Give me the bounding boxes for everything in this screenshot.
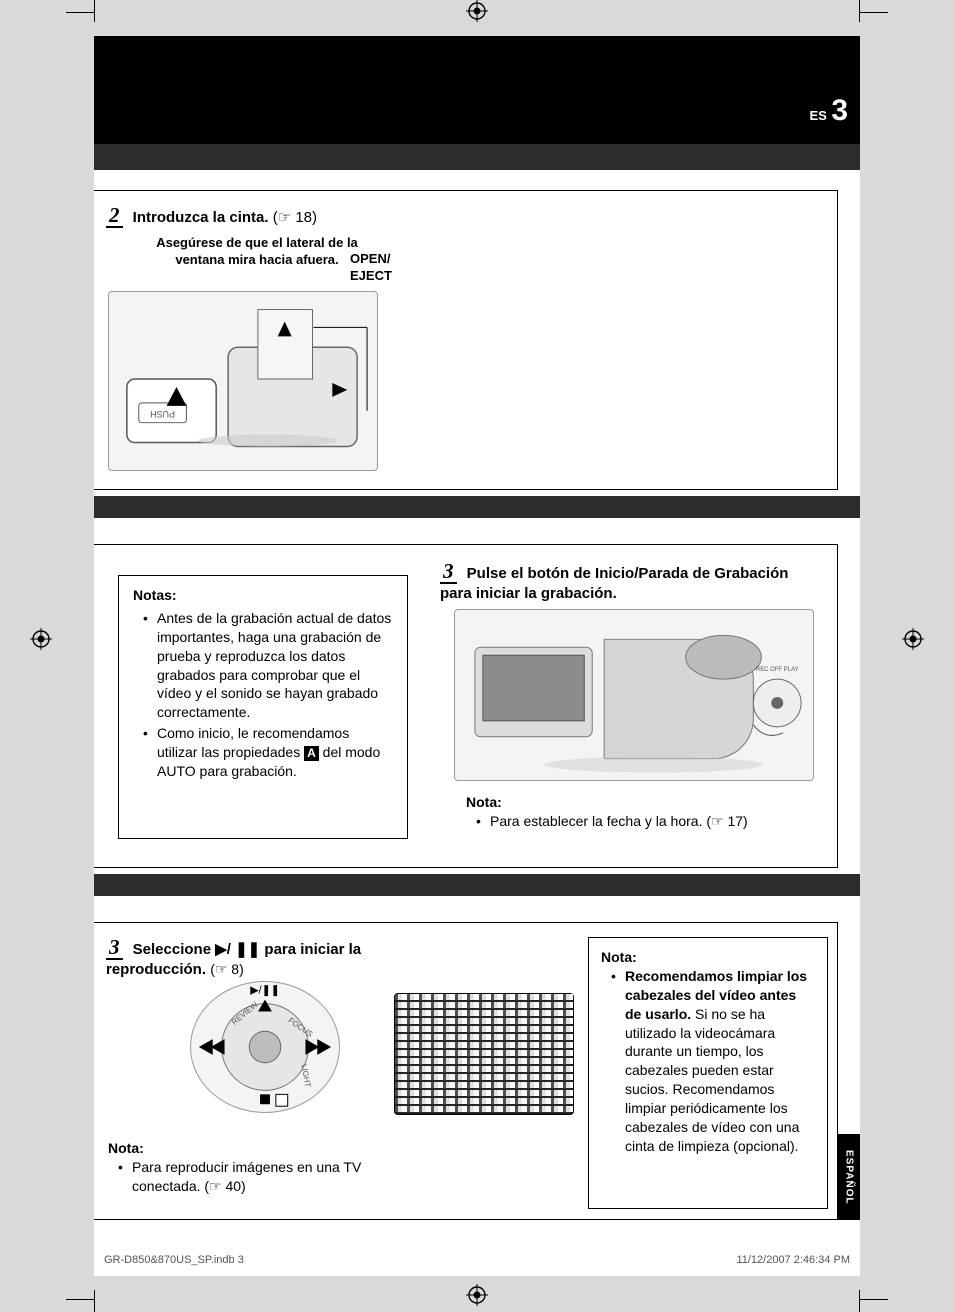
noise-pattern (395, 994, 573, 1114)
illustration-control-pad: ▶/❚❚ REVIEW FOCUS LIGHT (190, 981, 340, 1113)
note-title: Nota: (601, 948, 815, 967)
step-3-title: Pulse el botón de Inicio/Parada de Graba… (440, 565, 788, 602)
registration-mark-icon (466, 1284, 488, 1306)
step-2-title-bold: Introduzca la cinta. (133, 209, 269, 226)
note-title: Nota: (466, 793, 826, 812)
step-3b-title-pre: Seleccione (133, 941, 216, 958)
crop-mark (94, 1290, 95, 1312)
note-title: Nota: (108, 1139, 388, 1158)
illustration-noise-screen (394, 993, 574, 1115)
step-2-ref: (☞ 18) (273, 209, 317, 226)
step-number-icon: 3 (106, 937, 123, 960)
lang-code: ES (810, 108, 827, 123)
separator-bar (94, 496, 860, 518)
notes-title: Notas: (133, 586, 393, 605)
tape-window-note: Asegúrese de que el lateral de la ventan… (142, 235, 372, 269)
crop-mark (859, 1290, 860, 1312)
header-bar (94, 36, 860, 144)
clean-text: Si no se ha utilizado la videocámara dur… (625, 1006, 799, 1154)
footer-timestamp: 11/12/2007 2:46:34 PM (736, 1254, 850, 1266)
note-date-time: Nota: Para establecer la fecha y la hora… (466, 793, 826, 831)
page-number: 3 (831, 94, 848, 127)
svg-text:PUSH: PUSH (150, 409, 175, 419)
crop-mark (94, 0, 95, 22)
note-item: Recomendamos limpiar los cabezales del v… (611, 967, 815, 1156)
note-tv-playback: Nota: Para reproducir imágenes en una TV… (108, 1139, 388, 1196)
illustration-insert-tape: PUSH (108, 291, 378, 471)
crop-mark (859, 0, 860, 22)
registration-mark-icon (902, 628, 924, 650)
note-item: Antes de la grabación actual de datos im… (143, 609, 393, 722)
open-eject-label: OPEN/ EJECT (350, 251, 392, 285)
page-number-label: ES 3 (810, 94, 848, 128)
svg-text:▶/❚❚: ▶/❚❚ (250, 985, 280, 997)
auto-badge-icon: A (304, 746, 319, 760)
registration-mark-icon (466, 0, 488, 22)
crop-mark (66, 1299, 94, 1300)
svg-text:REC OFF PLAY: REC OFF PLAY (756, 667, 799, 673)
step-number-icon: 2 (106, 205, 123, 228)
footer-file: GR-D850&870US_SP.indb 3 (104, 1254, 244, 1266)
header-sub-bar (94, 144, 860, 170)
language-side-tab: ESPAÑOL (838, 1134, 860, 1220)
crop-mark (860, 12, 888, 13)
section-start-recording: Notas: Antes de la grabación actual de d… (94, 544, 838, 868)
play-pause-icon: ▶/ ❚❚ (215, 941, 260, 958)
note-item: Como inicio, le recomendamos utilizar la… (143, 724, 393, 781)
footer: GR-D850&870US_SP.indb 3 11/12/2007 2:46:… (104, 1254, 850, 1266)
crop-mark (66, 12, 94, 13)
notes-box: Notas: Antes de la grabación actual de d… (118, 575, 408, 839)
step-number-icon: 3 (440, 561, 457, 584)
step-2-heading: 2 Introduzca la cinta. (☞ 18) (106, 205, 317, 228)
step-3b-ref: (☞ 8) (210, 961, 244, 977)
section-playback: 3 Seleccione ▶/ ❚❚ para iniciar la repro… (94, 922, 838, 1220)
step-3b-heading: 3 Seleccione ▶/ ❚❚ para iniciar la repro… (106, 937, 366, 980)
separator-bar (94, 874, 860, 896)
step-3-heading: 3 Pulse el botón de Inicio/Parada de Gra… (440, 561, 810, 604)
page-area: ES 3 2 Introduzca la cinta. (☞ 18) Asegú… (94, 36, 860, 1276)
note-clean-heads: Nota: Recomendamos limpiar los cabezales… (588, 937, 828, 1209)
note-item: Para establecer la fecha y la hora. (☞ 1… (476, 812, 826, 831)
note-item: Para reproducir imágenes en una TV conec… (118, 1158, 388, 1196)
section-insert-tape: 2 Introduzca la cinta. (☞ 18) Asegúrese … (94, 190, 838, 490)
illustration-camcorder: REC OFF PLAY (454, 609, 814, 781)
svg-text:LIGHT: LIGHT (300, 1064, 313, 1089)
registration-mark-icon (30, 628, 52, 650)
crop-mark (860, 1299, 888, 1300)
